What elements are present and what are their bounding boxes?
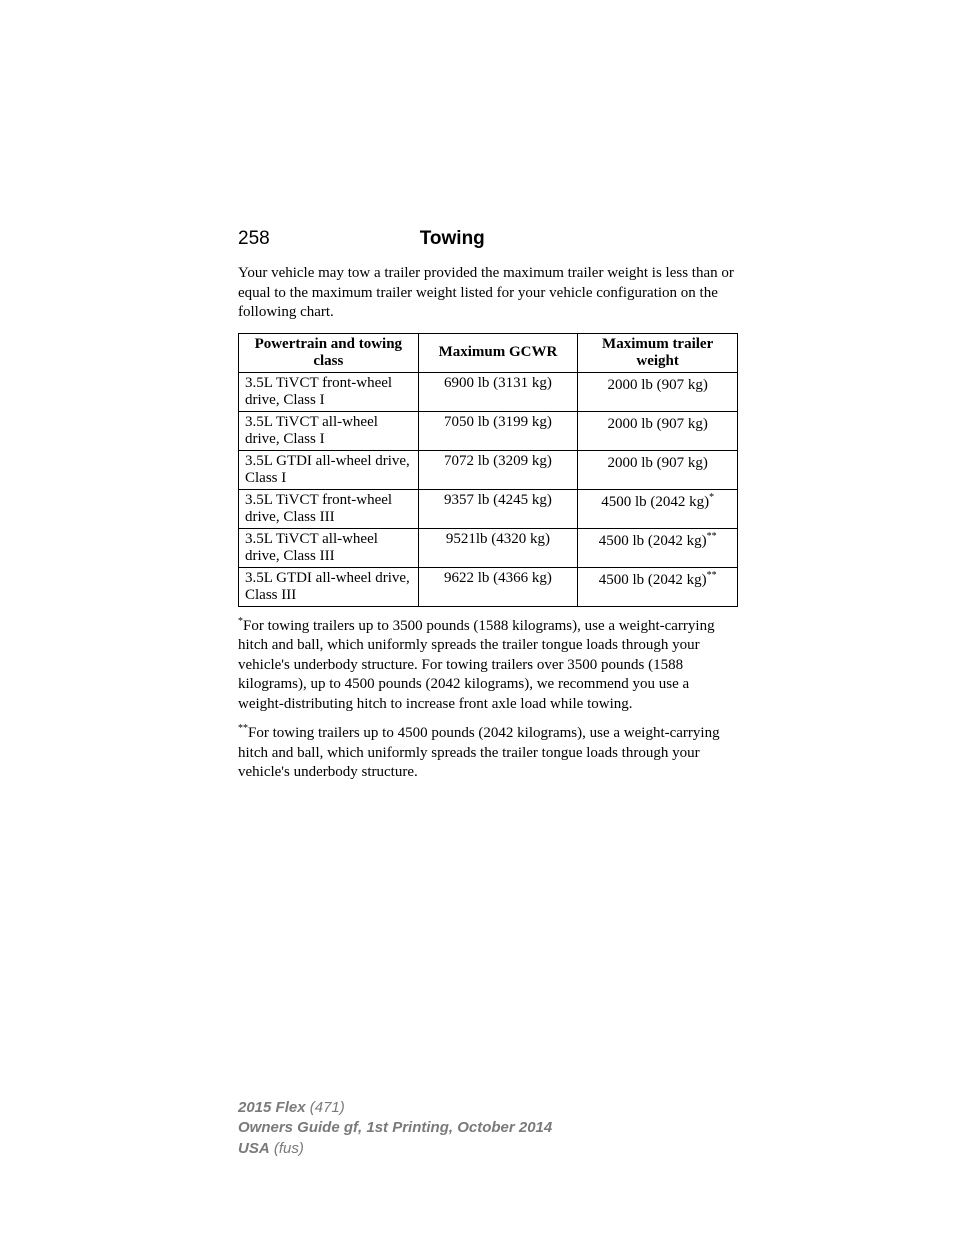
page-header: 258 Towing — [238, 228, 738, 250]
cell-powertrain: 3.5L TiVCT front-wheel drive, Class III — [239, 489, 419, 528]
cell-gcwr: 9521lb (4320 kg) — [418, 528, 578, 567]
cell-powertrain: 3.5L GTDI all-wheel drive, Class III — [239, 567, 419, 606]
table-row: 3.5L GTDI all-wheel drive, Class III 962… — [239, 567, 738, 606]
intro-paragraph: Your vehicle may tow a trailer provided … — [238, 264, 738, 323]
cell-trailer-weight: 2000 lb (907 kg) — [578, 372, 738, 411]
cell-powertrain: 3.5L GTDI all-wheel drive, Class I — [239, 450, 419, 489]
cell-powertrain: 3.5L TiVCT all-wheel drive, Class I — [239, 411, 419, 450]
col-header-powertrain: Powertrain and towing class — [239, 333, 419, 372]
table-row: 3.5L GTDI all-wheel drive, Class I 7072 … — [239, 450, 738, 489]
cell-gcwr: 7072 lb (3209 kg) — [418, 450, 578, 489]
page-title: Towing — [420, 228, 485, 250]
page-footer: 2015 Flex (471) Owners Guide gf, 1st Pri… — [238, 1098, 552, 1159]
footer-line-3: USA (fus) — [238, 1139, 552, 1159]
cell-trailer-weight: 2000 lb (907 kg) — [578, 450, 738, 489]
footer-line-2: Owners Guide gf, 1st Printing, October 2… — [238, 1118, 552, 1138]
cell-powertrain: 3.5L TiVCT front-wheel drive, Class I — [239, 372, 419, 411]
table-header-row: Powertrain and towing class Maximum GCWR… — [239, 333, 738, 372]
cell-trailer-weight: 4500 lb (2042 kg)** — [578, 567, 738, 606]
cell-gcwr: 7050 lb (3199 kg) — [418, 411, 578, 450]
table-row: 3.5L TiVCT front-wheel drive, Class I 69… — [239, 372, 738, 411]
cell-trailer-weight: 4500 lb (2042 kg)** — [578, 528, 738, 567]
col-header-gcwr: Maximum GCWR — [418, 333, 578, 372]
table-row: 3.5L TiVCT all-wheel drive, Class III 95… — [239, 528, 738, 567]
col-header-trailer-weight: Maximum trailer weight — [578, 333, 738, 372]
cell-powertrain: 3.5L TiVCT all-wheel drive, Class III — [239, 528, 419, 567]
cell-gcwr: 9622 lb (4366 kg) — [418, 567, 578, 606]
cell-gcwr: 6900 lb (3131 kg) — [418, 372, 578, 411]
table-row: 3.5L TiVCT front-wheel drive, Class III … — [239, 489, 738, 528]
footnote-1: *For towing trailers up to 3500 pounds (… — [238, 615, 738, 715]
cell-gcwr: 9357 lb (4245 kg) — [418, 489, 578, 528]
table-row: 3.5L TiVCT all-wheel drive, Class I 7050… — [239, 411, 738, 450]
footnote-2: **For towing trailers up to 4500 pounds … — [238, 722, 738, 783]
cell-trailer-weight: 4500 lb (2042 kg)* — [578, 489, 738, 528]
page-number: 258 — [238, 228, 270, 250]
towing-table: Powertrain and towing class Maximum GCWR… — [238, 333, 738, 607]
footer-line-1: 2015 Flex (471) — [238, 1098, 552, 1118]
cell-trailer-weight: 2000 lb (907 kg) — [578, 411, 738, 450]
